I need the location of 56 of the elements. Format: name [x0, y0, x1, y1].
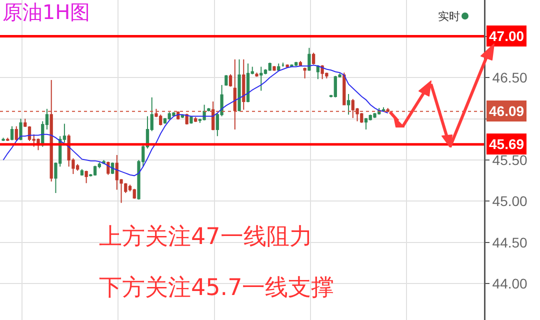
candlestick — [260, 66, 263, 92]
candlestick — [172, 112, 176, 117]
candlestick — [272, 65, 276, 72]
candlestick — [6, 137, 10, 142]
candlestick — [277, 63, 280, 72]
annotation: 上方关注47一线阻力 — [99, 224, 312, 250]
candlestick — [298, 60, 302, 66]
candlestick — [303, 67, 306, 79]
candlestick — [224, 74, 228, 86]
candlestick — [80, 168, 84, 176]
y-tick-label: 46.50 — [492, 69, 528, 86]
y-tick-label: 45.50 — [492, 152, 528, 168]
candlestick — [124, 182, 128, 194]
y-tick-label: 45.00 — [492, 193, 528, 210]
candlestick — [255, 72, 258, 78]
annotation: 下方关注45.7一线支撑 — [99, 275, 334, 301]
candlestick — [346, 94, 350, 116]
candlestick — [10, 126, 14, 141]
candlestick — [233, 58, 236, 130]
candlestick — [238, 58, 241, 112]
candlestick — [373, 112, 376, 118]
candlestick — [308, 47, 311, 72]
candlestick — [246, 63, 250, 103]
candlestick — [320, 64, 324, 80]
line-series — [2, 64, 388, 176]
candlestick — [14, 126, 18, 142]
candlestick — [19, 118, 22, 141]
candlestick — [93, 165, 97, 176]
candlestick — [84, 170, 88, 184]
candlestick — [132, 188, 136, 200]
candlestick — [24, 118, 27, 128]
candlestick — [190, 116, 193, 124]
ref-line-label: 46.09 — [489, 103, 524, 119]
candlestick — [386, 108, 390, 113]
candlestick — [228, 74, 232, 88]
candlestick — [316, 65, 320, 80]
y-tick-label: 44.00 — [492, 276, 528, 292]
candlestick — [364, 117, 368, 130]
y-tick-label: 44.50 — [492, 234, 528, 250]
candlestick — [211, 100, 215, 131]
candlestick — [312, 52, 316, 65]
candlestick — [50, 80, 53, 182]
candlestick — [268, 62, 272, 72]
candlestick — [242, 58, 246, 110]
candlestick — [342, 72, 346, 106]
candlestick — [290, 64, 294, 68]
ref-line-label: 45.69 — [489, 136, 524, 152]
candlestick — [2, 137, 5, 142]
candlestick — [207, 108, 210, 112]
candlestick — [194, 116, 198, 123]
chart-title: 原油1H图 — [2, 0, 90, 24]
text: 实时 — [438, 10, 460, 23]
ref-line-label: 47.00 — [489, 28, 524, 44]
candlestick — [202, 104, 206, 121]
candlestick — [382, 106, 386, 112]
candlestick — [281, 62, 285, 68]
